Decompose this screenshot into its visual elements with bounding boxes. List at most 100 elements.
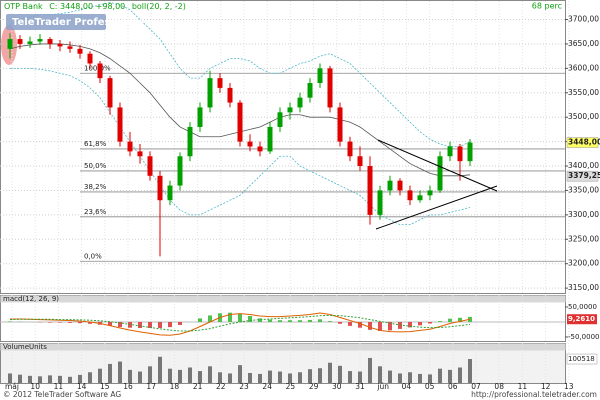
candle-body [447, 146, 453, 157]
candle-body [427, 190, 433, 196]
y-tick-label: 3500,00 [568, 112, 599, 121]
y-tick-label: 3400,00 [568, 161, 599, 170]
x-tick-label: 25 [286, 382, 296, 391]
y-tick-label: 3650,00 [568, 39, 599, 48]
candle-body [337, 107, 343, 142]
volume-bar [398, 373, 402, 383]
x-tick-label: 21 [193, 382, 203, 391]
candle-body [17, 39, 23, 44]
candle-body [407, 190, 413, 201]
volume-bar [238, 365, 242, 383]
volume-last: 100518 [568, 355, 595, 363]
macd-histogram-bar [358, 322, 362, 328]
volume-bar [348, 371, 352, 383]
copyright: © 2012 TeleTrader Software AG [3, 390, 121, 399]
volume-bar [48, 375, 52, 383]
candle-body [67, 46, 73, 49]
volume-bar [98, 368, 102, 383]
volume-bar [8, 373, 12, 383]
x-tick-label: 13 [564, 382, 574, 391]
macd-histogram-bar [138, 322, 142, 328]
volume-bar [218, 372, 222, 383]
macd-histogram-bar [78, 322, 82, 324]
macd-histogram-bar [458, 317, 462, 322]
macd-histogram-bar [148, 322, 152, 328]
fib-label: 0,0% [84, 252, 102, 260]
macd-histogram-bar [68, 322, 72, 323]
x-tick-label: 22 [216, 382, 226, 391]
volume-last-box [566, 353, 598, 365]
macd-histogram-bar [298, 320, 302, 322]
y-tick-label: 3250,00 [568, 234, 599, 243]
x-tick-label: 08 [494, 382, 504, 391]
url: http://professional.teletrader.com [471, 390, 597, 399]
macd-histogram-bar [328, 321, 332, 322]
macd-histogram-bar [238, 313, 242, 322]
macd-histogram-bar [428, 322, 432, 324]
macd-histogram-bar [268, 319, 272, 322]
y-tick-label: 3300,00 [568, 210, 599, 219]
macd-last-box [567, 314, 597, 325]
candle-body [297, 97, 303, 108]
watermark: TeleTrader Professional [12, 17, 144, 28]
volume-bar [428, 374, 432, 383]
x-tick-label: 10 [30, 382, 40, 391]
x-tick-label: 04 [402, 382, 412, 391]
macd-title: macd(12, 26, 9) [3, 295, 59, 303]
quote: C: 3448,00 +98,00 [49, 2, 125, 11]
macd-histogram-bar [258, 318, 262, 322]
volume-bar [38, 376, 42, 383]
macd-histogram-bar [388, 322, 392, 331]
x-tick-label: 06 [448, 382, 458, 391]
macd-histogram-bar [368, 322, 372, 330]
volume-bar [78, 374, 82, 383]
candle-body [177, 156, 183, 186]
volume-bar [418, 373, 422, 383]
volume-bar [258, 373, 262, 383]
macd-histogram-bar [108, 322, 112, 326]
volume-bar [408, 372, 412, 383]
fib-label: 23,6% [84, 208, 107, 216]
x-tick-label: 11 [54, 382, 64, 391]
x-tick-label: 17 [146, 382, 156, 391]
macd-last: 9,2610 [568, 315, 595, 323]
volume-bar [198, 371, 202, 383]
x-tick-label: 30 [332, 382, 342, 391]
candle-body [377, 190, 383, 215]
volume-bar [338, 365, 342, 383]
price-tag-box [566, 137, 599, 148]
macd-histogram-bar [8, 321, 12, 322]
volume-bar [308, 369, 312, 383]
price-tag-box [566, 170, 599, 182]
candle-body [327, 68, 333, 108]
y-tick-label: 3600,00 [568, 63, 599, 72]
candle-body [87, 53, 93, 64]
macd-histogram-bar [408, 322, 412, 328]
x-tick-label: 07 [471, 382, 481, 391]
candle-body [117, 107, 123, 142]
macd-histogram-bar [338, 322, 342, 324]
y-tick-label: 3200,00 [568, 259, 599, 268]
volume-bar [188, 367, 192, 383]
macd-histogram-bar [278, 320, 282, 322]
candle-body [77, 48, 83, 54]
volume-bar [148, 366, 152, 383]
macd-histogram-bar [348, 322, 352, 326]
x-tick-label: 23 [239, 382, 249, 391]
volume-bar [358, 371, 362, 383]
volume-bar [208, 366, 212, 383]
y-tick-label: 3550,00 [568, 88, 599, 97]
candle-body [227, 87, 233, 103]
candle-body [417, 195, 423, 201]
candle-body [37, 39, 43, 42]
candle-body [287, 107, 293, 113]
candle-body [437, 156, 443, 191]
volume-bar [378, 366, 382, 383]
candle-body [107, 78, 113, 108]
volume-bar [458, 367, 462, 383]
fib-label: 50,0% [84, 162, 107, 170]
volume-bar [68, 376, 72, 383]
volume-bar [468, 359, 472, 383]
